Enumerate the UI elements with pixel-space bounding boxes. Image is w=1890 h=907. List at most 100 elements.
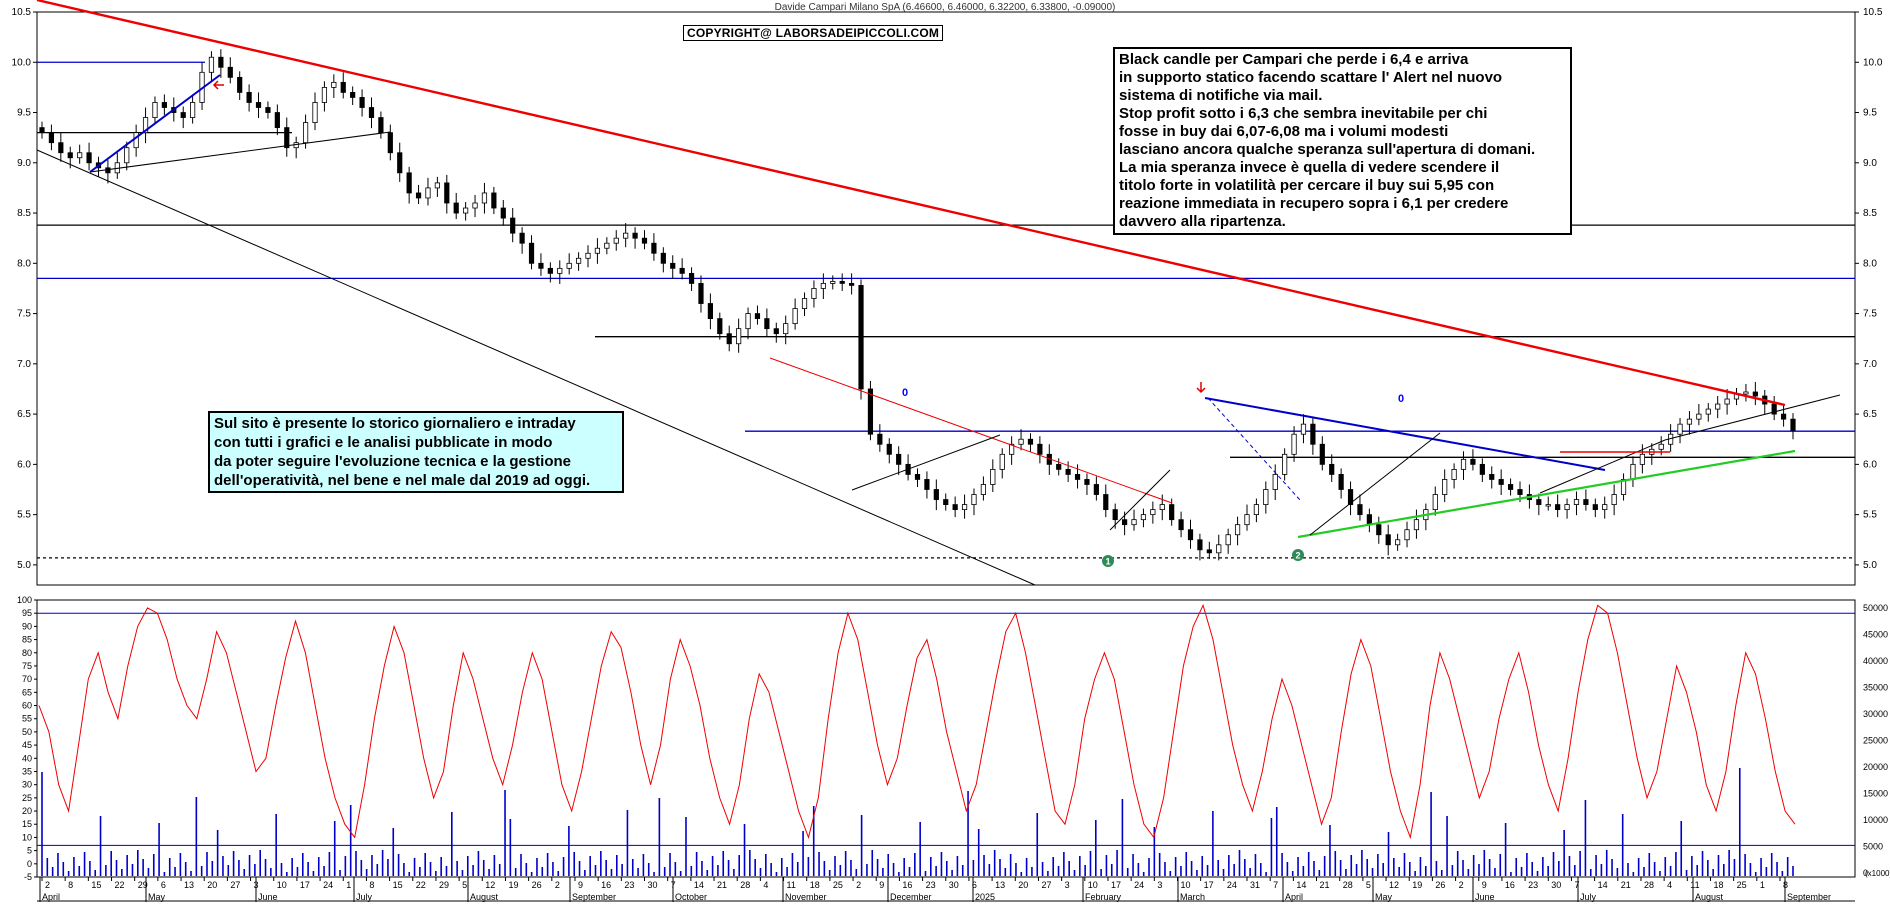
x-tick-label: 2: [856, 880, 861, 890]
candle-body: [1404, 529, 1410, 541]
month-label: February: [1085, 892, 1122, 902]
x-tick-label: 18: [810, 880, 820, 890]
x-tick-label: 23: [926, 880, 936, 890]
candle-body: [39, 127, 45, 134]
osc-tick-label: 35: [22, 766, 32, 776]
candle-body: [142, 117, 149, 134]
candle-body: [1253, 504, 1260, 516]
dashed-line: [1207, 397, 1301, 501]
candle-body: [415, 192, 422, 199]
candle-body: [1536, 499, 1542, 505]
x-tick-label: 24: [1134, 880, 1144, 890]
candle-body: [952, 504, 958, 511]
candle-body: [980, 484, 986, 495]
blue-resistance-line: [1204, 397, 1606, 471]
x-tick-label: 14: [1598, 880, 1608, 890]
candle-body: [538, 262, 544, 269]
candle-body: [350, 92, 356, 98]
candle-body: [1178, 519, 1184, 531]
candle-body: [557, 267, 563, 274]
x-tick-label: 3: [1065, 880, 1070, 890]
month-label: July: [1580, 892, 1597, 902]
candle-body: [387, 132, 393, 154]
candle-body: [1630, 463, 1636, 480]
candle-body: [519, 232, 525, 244]
candle-body: [1150, 509, 1156, 516]
candle-body: [133, 132, 139, 149]
wave-marker-label: 1: [1105, 557, 1110, 567]
x-tick-label: 16: [1505, 880, 1515, 890]
support-line-3: [1539, 439, 1666, 494]
candle-body: [444, 182, 450, 204]
osc-tick-label: 60: [22, 701, 32, 711]
candle-body: [1752, 391, 1758, 397]
candle-body: [792, 308, 798, 325]
candle-body: [1517, 489, 1523, 495]
x-tick-label: 24: [323, 880, 333, 890]
month-label: March: [1180, 892, 1205, 902]
candle-body: [707, 303, 713, 320]
support-line-1: [1109, 469, 1171, 531]
candle-body: [1451, 468, 1457, 480]
month-label: September: [572, 892, 616, 902]
x-tick-label: 15: [91, 880, 101, 890]
volume-tick-label: 25000: [1863, 736, 1888, 746]
candle-body: [924, 479, 930, 490]
candle-body: [331, 81, 337, 88]
x-tick-label: 20: [1018, 880, 1028, 890]
volume-tick-label: 15000: [1863, 789, 1888, 799]
candle-body: [302, 122, 309, 144]
site-info-note-line: dell'operatività, nel bene e nel male da…: [214, 472, 591, 489]
candle-body: [764, 318, 770, 330]
candle-body: [161, 102, 167, 108]
osc-tick-label: 85: [22, 635, 32, 645]
candle-body: [1197, 539, 1203, 551]
candle-body: [1639, 453, 1645, 465]
candle-body: [933, 489, 939, 500]
oscillator-line: [38, 603, 1796, 840]
candle-body: [688, 272, 695, 284]
volume-tick-label: 35000: [1863, 683, 1888, 693]
candle-body: [754, 313, 761, 320]
candle-body: [632, 232, 638, 239]
x-tick-label: 31: [1250, 880, 1260, 890]
mid-support-line: [851, 434, 1001, 491]
candle-body: [1611, 494, 1617, 505]
analysis-note-line: La mia speranza invece è quella di veder…: [1119, 159, 1500, 176]
early-uptrend-line: [89, 74, 221, 173]
x-tick-label: 23: [624, 880, 634, 890]
candle-body: [1498, 479, 1504, 485]
candle-body: [1489, 474, 1495, 480]
x-tick-label: 22: [416, 880, 426, 890]
wave-marker-label: 0: [902, 387, 908, 399]
candle-body: [585, 252, 591, 259]
candle-body: [943, 499, 949, 505]
x-tick-label: 27: [1041, 880, 1051, 890]
candle-body: [1112, 509, 1118, 521]
candle-body: [1065, 468, 1071, 475]
candle-body: [152, 102, 158, 118]
candle-body: [340, 81, 346, 93]
candle-body: [359, 97, 365, 108]
candle-body: [1705, 408, 1711, 415]
osc-tick-label: 45: [22, 740, 32, 750]
candle-body: [1347, 489, 1354, 505]
down-arrow-icon: [1196, 382, 1206, 394]
candle-body: [510, 217, 516, 234]
candle-body: [1216, 544, 1222, 554]
candle-body: [472, 202, 478, 209]
recent-support-line: [1664, 394, 1841, 441]
osc-tick-label: 0: [27, 859, 32, 869]
candle-body: [1686, 418, 1693, 425]
x-tick-label: 16: [601, 880, 611, 890]
candle-body: [896, 453, 902, 465]
analysis-note-line: Stop profit sotto i 6,3 che sembra inevi…: [1119, 105, 1488, 122]
candle-body: [914, 474, 921, 480]
candle-body: [594, 247, 601, 254]
candle-body: [1056, 463, 1062, 470]
month-label: June: [1475, 892, 1495, 902]
candle-body: [190, 102, 196, 118]
x-tick-label: 16: [902, 880, 912, 890]
analysis-note-line: reazione immediata in recupero sopra i 6…: [1119, 195, 1509, 212]
early-support-line: [89, 131, 391, 173]
